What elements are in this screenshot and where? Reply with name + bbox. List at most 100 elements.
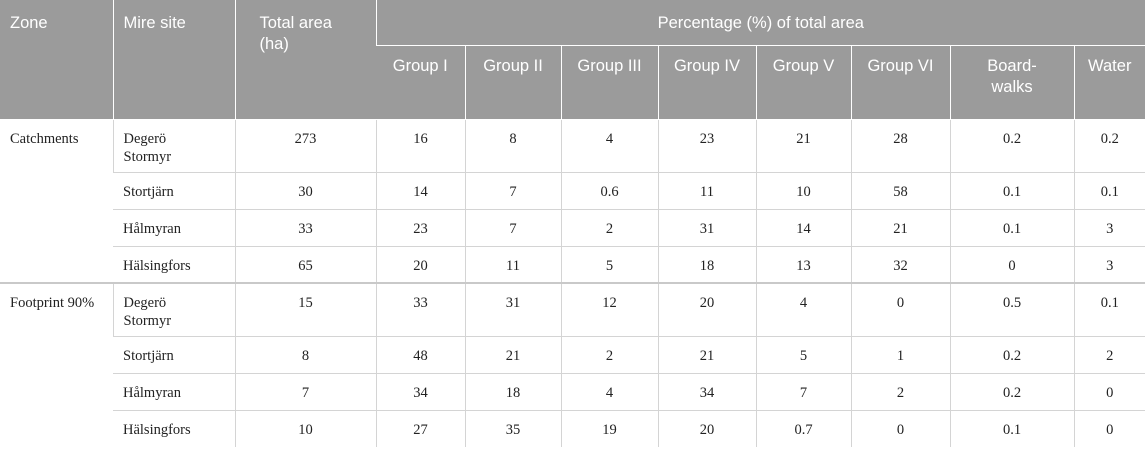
value-cell: 0.1 (949, 172, 1074, 210)
header-group-6: Group VI (850, 45, 950, 120)
value-cell: 7 (464, 209, 561, 247)
value-cell: 35 (464, 410, 561, 447)
value-cell: 0 (1073, 373, 1145, 411)
value-cell: 28 (850, 119, 950, 173)
value-cell: 0.1 (949, 209, 1074, 247)
value-cell: 0 (949, 246, 1074, 284)
table-row: Stortjärn 8 48 21 2 21 5 1 0.2 2 (0, 336, 1145, 374)
site-name: Degerö Stormyr (123, 295, 172, 329)
table-row: Hälsingfors 65 20 11 5 18 13 32 0 3 (0, 246, 1145, 284)
value-cell: 4 (560, 119, 658, 173)
total-area-cell: 65 (234, 246, 376, 284)
header-group-1: Group I (376, 45, 465, 120)
header-mire-site: Mire site (112, 0, 235, 120)
value-cell: 0.7 (755, 410, 851, 447)
table-body: Catchments Degerö Stormyr 273 16 8 4 23 … (0, 119, 1145, 447)
value-cell: 18 (464, 373, 561, 411)
value-cell: 2 (560, 209, 658, 247)
value-cell: 48 (375, 336, 465, 374)
table-row: Footprint 90% Degerö Stormyr 15 33 31 12… (0, 283, 1145, 337)
table-row: Hålmyran 7 34 18 4 34 7 2 0.2 0 (0, 373, 1145, 411)
value-cell: 0 (850, 410, 950, 447)
value-cell: 58 (850, 172, 950, 210)
value-cell: 5 (755, 336, 851, 374)
value-cell: 3 (1073, 246, 1145, 284)
value-cell: 20 (375, 246, 465, 284)
value-cell: 5 (560, 246, 658, 284)
value-cell: 34 (657, 373, 756, 411)
table-row: Hälsingfors 10 27 35 19 20 0.7 0 0.1 0 (0, 410, 1145, 447)
value-cell: 21 (657, 336, 756, 374)
total-area-cell: 273 (234, 119, 376, 173)
table-row: Hålmyran 33 23 7 2 31 14 21 0.1 3 (0, 209, 1145, 247)
value-cell: 0.2 (949, 119, 1074, 173)
value-cell: 33 (375, 283, 465, 337)
value-cell: 10 (755, 172, 851, 210)
site-cell: Stortjärn (113, 172, 235, 210)
site-cell: Stortjärn (113, 336, 235, 374)
total-area-cell: 7 (234, 373, 376, 411)
header-boardwalks-label: Board-walks (987, 56, 1037, 96)
value-cell: 11 (464, 246, 561, 284)
value-cell: 12 (560, 283, 658, 337)
header-group-2: Group II (464, 45, 561, 120)
value-cell: 21 (850, 209, 950, 247)
value-cell: 7 (755, 373, 851, 411)
site-cell: Degerö Stormyr (112, 119, 235, 173)
value-cell: 1 (850, 336, 950, 374)
header-boardwalks: Board-walks (949, 45, 1074, 120)
value-cell: 0.6 (560, 172, 658, 210)
zone-cell: Catchments (0, 119, 113, 284)
site-cell: Hålmyran (113, 373, 235, 411)
value-cell: 2 (560, 336, 658, 374)
header-group-5: Group V (755, 45, 851, 120)
table-header: Zone Mire site Total area (ha) Percentag… (0, 0, 1145, 120)
value-cell: 0.2 (949, 373, 1074, 411)
site-name: Degerö Stormyr (123, 130, 172, 165)
value-cell: 31 (657, 209, 756, 247)
total-area-cell: 33 (234, 209, 376, 247)
value-cell: 34 (375, 373, 465, 411)
value-cell: 31 (464, 283, 561, 337)
value-cell: 0.1 (1073, 283, 1145, 337)
total-area-cell: 8 (234, 336, 376, 374)
site-cell: Hälsingfors (123, 421, 191, 438)
value-cell: 23 (657, 119, 756, 173)
header-total-area-label: Total area (ha) (259, 14, 332, 53)
value-cell: 0.2 (1073, 119, 1145, 173)
value-cell: 32 (850, 246, 950, 284)
value-cell: 19 (560, 410, 658, 447)
value-cell: 27 (375, 410, 465, 447)
value-cell: 0 (850, 283, 950, 337)
value-cell: 16 (375, 119, 465, 173)
value-cell: 4 (560, 373, 658, 411)
value-cell: 21 (464, 336, 561, 374)
value-cell: 7 (464, 172, 561, 210)
value-cell: 11 (657, 172, 756, 210)
value-cell: 13 (755, 246, 851, 284)
table-row: Catchments Degerö Stormyr 273 16 8 4 23 … (0, 119, 1145, 284)
value-cell: 2 (1073, 336, 1145, 374)
value-cell: 21 (755, 119, 851, 173)
header-water: Water (1073, 45, 1145, 120)
value-cell: 2 (850, 373, 950, 411)
value-cell: 0.2 (949, 336, 1074, 374)
value-cell: 20 (657, 283, 756, 337)
value-cell: 14 (375, 172, 465, 210)
header-zone: Zone (0, 0, 113, 120)
value-cell: 0.1 (949, 410, 1074, 447)
header-group-3: Group III (560, 45, 658, 120)
header-group-4: Group IV (657, 45, 756, 120)
zone-cell: Footprint 90% (10, 295, 95, 311)
table-row: Stortjärn 30 14 7 0.6 11 10 58 0.1 0.1 (0, 172, 1145, 210)
value-cell: 14 (755, 209, 851, 247)
value-cell: 3 (1073, 209, 1145, 247)
header-percentage: Percentage (%) of total area (375, 0, 1145, 46)
value-cell: 8 (464, 119, 561, 173)
value-cell: 0.5 (949, 283, 1074, 337)
value-cell: 4 (755, 283, 851, 337)
value-cell: 0 (1073, 410, 1145, 447)
data-table: Zone Mire site Total area (ha) Percentag… (0, 0, 1145, 447)
site-cell: Degerö Stormyr (112, 283, 235, 337)
value-cell: 0.1 (1073, 172, 1145, 210)
